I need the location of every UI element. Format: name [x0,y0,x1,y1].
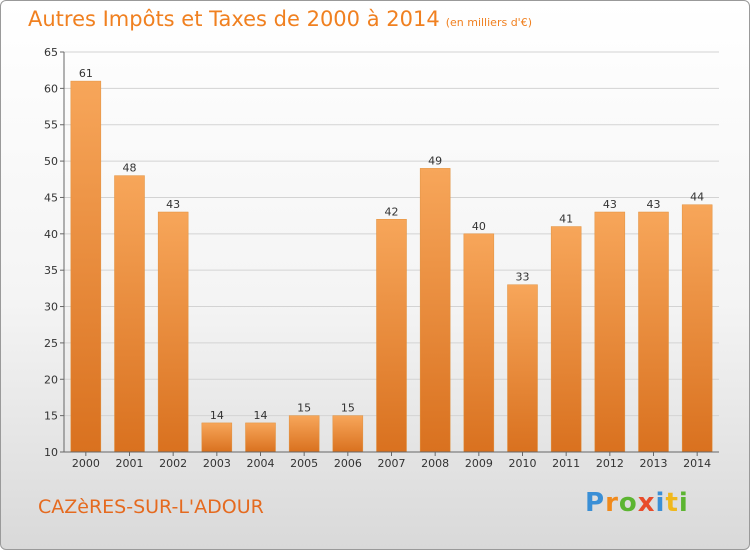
x-tick-label: 2009 [465,457,493,470]
data-label: 43 [166,198,180,211]
data-label: 49 [428,154,442,167]
x-tick-label: 2013 [640,457,668,470]
y-tick-label: 50 [44,155,58,168]
bars [70,80,713,453]
x-tick-label: 2004 [247,457,275,470]
data-label: 48 [123,162,137,175]
logo-letter: P [585,488,606,518]
data-label: 15 [297,402,311,415]
data-label: 14 [254,409,268,422]
data-label: 43 [647,198,661,211]
bar [70,80,102,453]
bar [332,415,364,453]
logo-letter: t [665,488,679,518]
y-tick-label: 40 [44,228,58,241]
x-tick-label: 2010 [509,457,537,470]
bar [507,284,538,453]
x-tick-label: 2002 [159,457,187,470]
y-tick-label: 65 [44,46,58,59]
x-tick-label: 2005 [290,457,318,470]
bar [201,422,233,453]
bar [463,233,495,453]
data-label: 42 [385,205,399,218]
logo-letter: r [605,488,619,518]
data-label: 40 [472,220,486,233]
data-label: 43 [603,198,617,211]
x-tick-label: 2001 [116,457,144,470]
data-label: 41 [559,213,573,226]
bar [288,415,320,453]
bar [157,211,189,453]
bar [376,219,407,453]
proxiti-logo: Proxiti [585,488,689,518]
city-name: CAZèRES-SUR-L'ADOUR [38,496,264,518]
bar [419,168,451,453]
data-label: 61 [79,67,93,80]
y-tick-label: 10 [44,446,58,459]
x-tick-label: 2008 [421,457,449,470]
bar [245,422,276,453]
data-label: 14 [210,409,224,422]
logo-letter: i [655,488,666,518]
y-tick-label: 30 [44,301,58,314]
bar [550,226,582,453]
data-label: 15 [341,402,355,415]
data-labels: 61 48 43 14 14 15 15 42 49 40 33 41 43 43 44 [79,67,704,422]
logo-letter: x [637,488,656,518]
chart-title-text: Autres Impôts et Taxes de 2000 à 2014 [28,7,440,31]
y-tick-label: 15 [44,410,58,423]
bar [638,211,669,453]
bar [114,175,145,453]
x-tick-label: 2012 [596,457,624,470]
bar [681,204,713,453]
chart-subtitle: (en milliers d'€) [445,16,532,29]
x-tick-label: 2011 [552,457,580,470]
bar [594,211,626,453]
logo-letter: i [678,488,689,518]
x-tick-label: 2006 [334,457,362,470]
data-label: 33 [516,271,530,284]
x-tick-label: 2014 [683,457,711,470]
y-tick-label: 25 [44,337,58,350]
x-tick-label: 2003 [203,457,231,470]
y-tick-label: 60 [44,82,58,95]
y-tick-label: 55 [44,119,58,132]
x-tick-label: 2007 [378,457,406,470]
x-tick-label: 2000 [72,457,100,470]
y-tick-label: 35 [44,264,58,277]
logo-letter: o [618,488,638,518]
axes: 10 15 20 25 30 35 40 45 50 55 60 65 2000 2001 2002 2003… [44,46,719,470]
data-label: 44 [690,191,704,204]
y-tick-label: 45 [44,191,58,204]
y-tick-label: 20 [44,373,58,386]
chart-title: Autres Impôts et Taxes de 2000 à 2014 (en… [28,7,532,31]
